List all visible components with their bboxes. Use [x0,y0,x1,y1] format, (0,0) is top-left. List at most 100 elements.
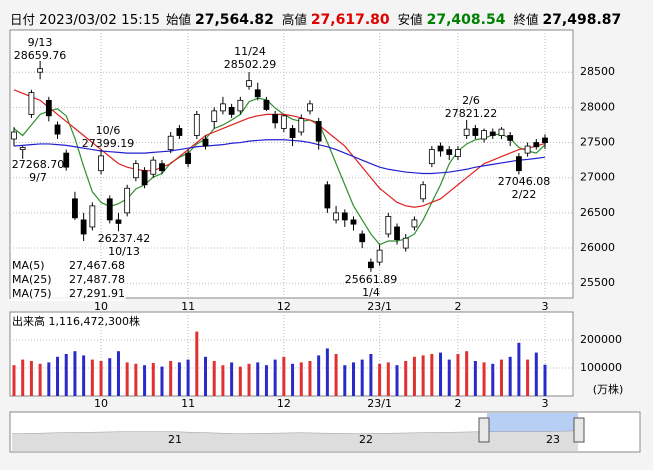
candle-body [428,149,435,165]
volume-bar [447,359,451,396]
candle-body [289,128,296,139]
candle-body [132,163,139,179]
annotation: 1/4 [362,286,380,299]
nav-label: 23 [546,433,560,446]
navigator-handle[interactable] [478,417,490,443]
volume-bar [73,351,77,396]
candle-body [19,147,26,150]
candle-body [106,198,113,221]
volume-bar [143,365,147,396]
volume-bar [404,361,408,396]
candle-body [185,152,191,165]
volume-unit: (万株) [593,382,624,396]
volume-bar [317,355,321,396]
candle-body [298,118,305,133]
volume-bar [291,363,295,396]
candle-body [89,205,96,228]
volume-bar [534,352,538,396]
candle-body [368,261,374,269]
volume-bar [82,355,86,396]
candle-body [202,138,209,147]
volume-bar [38,363,42,396]
volume-bar [378,363,382,396]
volume-bar [99,361,103,396]
volume-bar [134,363,138,396]
candle-body [402,237,409,249]
volume-bar [439,352,443,396]
volume-bar [21,359,25,396]
volume-bar [212,361,216,396]
x-tick-label: 23/1 [367,300,392,313]
volume-bar [412,356,416,396]
field-value: 27,564.82 [195,12,274,28]
nav-label: 22 [359,433,373,446]
volume-bar [273,359,277,396]
x-tick-label: 12 [277,300,291,313]
candle-body [246,80,252,87]
candle-body [307,103,313,112]
candle-body [533,142,540,148]
volume-bar [343,365,347,396]
volume-bar [308,361,312,396]
volume-bar [282,356,286,396]
candle-body [115,219,122,224]
candle-body [324,184,331,209]
volume-bar [299,362,303,396]
candle-body [333,212,339,221]
volume-bar [491,363,495,396]
y-tick-label: 27000 [580,171,615,184]
volume-bar [325,348,329,396]
volume-bar [160,366,164,396]
candle-body [341,212,348,221]
annotation: 9/7 [29,171,47,184]
field-value: 27,498.87 [542,12,622,28]
candle-body [280,115,287,129]
candle-body [176,128,183,136]
volume-bar [186,359,190,396]
annotation: 27268.70 [12,158,65,171]
field-label: 高値 [281,12,307,27]
volume-bar [334,354,338,396]
volume-bar [369,354,373,396]
x-tick-label: 2 [454,300,461,313]
y-tick-label: 100000 [580,361,622,374]
volume-bar [12,365,16,396]
x-tick-label: 10 [94,397,108,410]
volume-bar [116,351,120,396]
candle-body [524,145,531,154]
candle-body [193,114,200,136]
volume-bar [221,365,225,396]
candle-body [420,184,427,200]
candle-body [141,170,148,186]
navigator-area [12,431,578,451]
volume-bar [108,358,112,396]
candle-body [515,156,522,172]
candle-body [237,99,244,112]
volume-bar [195,331,199,396]
y-tick-label: 25500 [580,276,615,289]
legend-value: 27,467.68 [69,259,125,272]
x-tick-label: 11 [181,300,195,313]
volume-bar [204,356,208,396]
annotation: 27399.19 [82,137,135,150]
navigator-handle[interactable] [573,417,585,443]
volume-bar [543,364,547,396]
candle-body [159,163,165,172]
volume-bar [482,362,486,396]
annotation: 27821.22 [445,107,498,120]
annotation: 10/13 [108,245,140,258]
candle-body [350,219,357,225]
ma-line [13,139,546,175]
candle-body [54,124,61,135]
volume-bar [386,362,390,396]
legend-value: 27,487.78 [69,273,125,286]
volume-label: 出来高 1,116,472,300株 [12,314,140,328]
field-label: 終値 [513,12,539,27]
legend-name: MA(75) [12,287,52,300]
candle-body [472,128,479,136]
candle-body [481,130,487,140]
volume-bar [508,356,512,396]
legend-box [11,259,126,301]
